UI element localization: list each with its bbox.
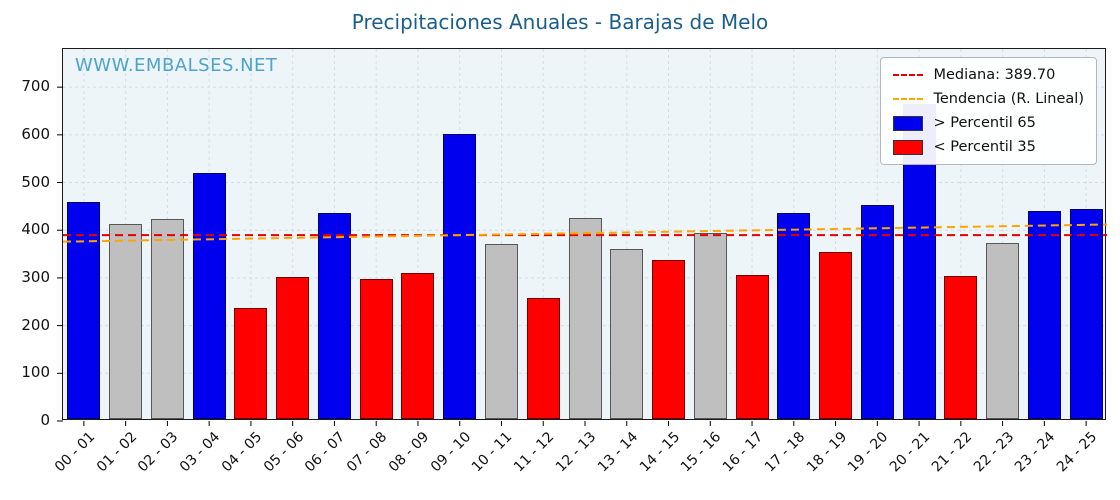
- bar-24-25: [1069, 208, 1103, 419]
- legend-label: > Percentil 65: [933, 115, 1036, 131]
- x-tick-label: 16 - 17: [719, 429, 767, 476]
- bar-21-22: [944, 276, 978, 419]
- legend: Mediana: 389.70 Tendencia (R. Lineal) > …: [880, 57, 1097, 165]
- bar-15-16: [693, 233, 727, 419]
- bar-00-01: [67, 202, 101, 419]
- x-tick-label: 11 - 12: [511, 429, 558, 476]
- chart-title: Precipitaciones Anuales - Barajas de Mel…: [351, 10, 769, 34]
- x-tick-label: 20 - 21: [887, 429, 934, 476]
- bar-01-02: [109, 224, 143, 419]
- x-tick-label: 21 - 22: [928, 429, 976, 476]
- bar-06-07: [317, 212, 351, 419]
- x-tick-label: 14 - 15: [636, 429, 683, 476]
- bar-02-03: [150, 218, 184, 419]
- y-tick-label: 100: [21, 363, 50, 382]
- y-axis: 0 100 200 300 400 500 600 700: [0, 48, 58, 429]
- x-tick-label: 22 - 23: [970, 429, 1017, 476]
- x-tick-label: 04 - 05: [218, 429, 266, 476]
- x-tick-label: 17 - 18: [761, 429, 809, 476]
- bar-05-06: [276, 277, 310, 419]
- y-tick-label: 200: [21, 315, 50, 334]
- percentil-65-swatch: [893, 115, 924, 131]
- watermark: WWW.EMBALSES.NET: [75, 55, 278, 76]
- y-tick-label: 700: [21, 77, 50, 96]
- bar-16-17: [735, 275, 769, 419]
- bar-08-09: [401, 273, 435, 419]
- bar-13-14: [610, 248, 644, 419]
- trend-line-sample: [893, 98, 924, 100]
- x-tick-label: 03 - 04: [177, 429, 224, 476]
- plot-area: WWW.EMBALSES.NET Mediana: 389.70 Tendenc…: [57, 48, 1108, 426]
- legend-label: Tendencia (R. Lineal): [933, 91, 1084, 107]
- x-tick-label: 09 - 10: [427, 429, 475, 476]
- bar-09-10: [443, 133, 477, 419]
- legend-item-median: Mediana: 389.70: [893, 67, 1084, 83]
- legend-item-trend: Tendencia (R. Lineal): [893, 91, 1084, 107]
- legend-label: < Percentil 35: [933, 139, 1036, 155]
- x-tick-label: 23 - 24: [1012, 429, 1059, 476]
- x-tick-label: 18 - 19: [803, 429, 850, 476]
- bar-18-19: [819, 252, 853, 419]
- x-tick-label: 00 - 01: [51, 429, 99, 476]
- y-tick-label: 600: [21, 124, 50, 143]
- x-tick-label: 15 - 16: [678, 429, 725, 476]
- x-tick-label: 24 - 25: [1054, 429, 1101, 476]
- bar-23-24: [1027, 210, 1061, 419]
- x-tick-label: 07 - 08: [344, 429, 391, 476]
- legend-item-percentil-35: < Percentil 35: [893, 139, 1084, 155]
- bar-03-04: [192, 173, 226, 419]
- bar-19-20: [860, 205, 894, 419]
- bar-22-23: [986, 243, 1020, 419]
- legend-label: Mediana: 389.70: [933, 67, 1056, 83]
- trend-line: [62, 223, 1108, 243]
- bar-14-15: [652, 260, 686, 419]
- bar-17-18: [777, 212, 811, 419]
- x-tick-label: 12 - 13: [552, 429, 600, 476]
- percentil-35-swatch: [893, 139, 924, 155]
- median-line-sample: [893, 74, 924, 76]
- x-axis: 00 - 01 01 - 02 02 - 03 03 - 04 04 - 05 05 - …: [52, 421, 1106, 499]
- y-tick-label: 500: [21, 172, 50, 191]
- bar-07-08: [359, 279, 393, 419]
- bar-10-11: [484, 243, 518, 419]
- bar-11-12: [526, 298, 560, 419]
- x-tick-label: 10 - 11: [469, 429, 516, 476]
- y-tick-label: 300: [21, 267, 50, 286]
- bar-12-13: [568, 218, 602, 419]
- bar-04-05: [234, 308, 268, 419]
- x-tick-label: 06 - 07: [302, 429, 349, 476]
- x-tick-label: 19 - 20: [845, 429, 892, 476]
- y-tick-label: 400: [21, 220, 50, 239]
- legend-item-percentil-65: > Percentil 65: [893, 115, 1084, 131]
- x-tick-label: 13 - 14: [594, 429, 642, 476]
- x-tick-label: 08 - 09: [385, 429, 433, 476]
- x-tick-label: 02 - 03: [135, 429, 182, 476]
- y-tick-label: 0: [40, 411, 50, 429]
- x-tick-label: 01 - 02: [93, 429, 140, 476]
- x-tick-label: 05 - 06: [260, 429, 307, 476]
- line-layer: [62, 223, 1108, 243]
